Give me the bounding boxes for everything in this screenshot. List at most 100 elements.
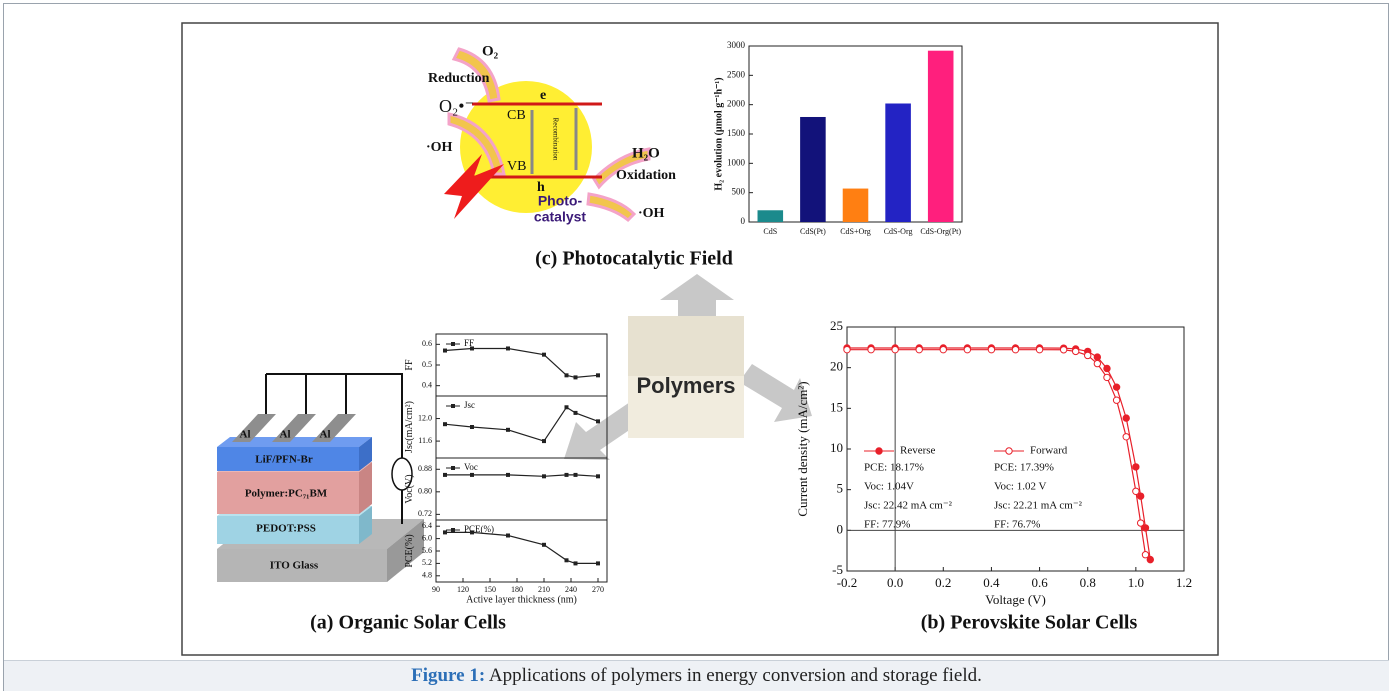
- y-tick-label: 5: [837, 481, 844, 496]
- y-axis-label: Voc(V): [404, 474, 415, 503]
- y-tick-label: 0.6: [422, 339, 432, 348]
- point: [506, 534, 510, 538]
- bar: [843, 189, 869, 222]
- bar: [885, 103, 911, 222]
- x-tick-label: 150: [484, 585, 496, 594]
- legend-label: Forward: [1030, 445, 1068, 457]
- label: Oxidation: [616, 168, 676, 183]
- point: [542, 439, 546, 443]
- x-tick-label: 0.6: [1031, 575, 1048, 590]
- legend-label: PCE(%): [464, 524, 494, 534]
- point: [565, 405, 569, 409]
- panel-label: (b) Perovskite Solar Cells: [921, 612, 1138, 634]
- bar: [928, 51, 954, 222]
- legend-marker: [876, 448, 882, 454]
- point: [506, 346, 510, 350]
- point: [443, 349, 447, 353]
- y-tick-label: 0: [741, 216, 746, 226]
- point: [892, 346, 898, 352]
- caption: Figure 1: Applications of polymers in en…: [4, 660, 1389, 691]
- x-tick-label: 120: [457, 585, 469, 594]
- y-tick-label: 5.2: [422, 558, 432, 567]
- x-tick-label: CdS-Org: [884, 227, 913, 236]
- point: [1072, 348, 1078, 354]
- bar: [800, 117, 826, 222]
- point: [1094, 354, 1100, 360]
- label: CB: [507, 108, 526, 123]
- y-axis-label: H₂ evolution (μmol g⁻¹h⁻¹): [714, 77, 725, 190]
- y-tick-label: 1000: [727, 157, 746, 167]
- point: [1123, 434, 1129, 440]
- center-label: Polymers: [636, 373, 735, 398]
- x-tick-label: CdS-Org(Pt): [920, 227, 961, 236]
- point: [596, 474, 600, 478]
- point: [1104, 374, 1110, 380]
- layer-label: Al: [320, 429, 331, 441]
- annotation: Voc: 1.04V: [864, 481, 914, 493]
- point: [574, 411, 578, 415]
- point: [1123, 415, 1129, 421]
- point: [443, 473, 447, 477]
- legend-marker: [451, 342, 455, 346]
- annotation: Voc: 1.02 V: [994, 481, 1047, 493]
- panel-label: (a) Organic Solar Cells: [310, 612, 506, 634]
- y-tick-label: 15: [830, 399, 843, 414]
- point: [574, 375, 578, 379]
- point: [506, 428, 510, 432]
- annotation: PCE: 18.17%: [864, 462, 924, 474]
- y-tick-label: 1500: [727, 128, 746, 138]
- point: [988, 346, 994, 352]
- point: [916, 346, 922, 352]
- legend-label: FF: [464, 338, 474, 348]
- y-tick-label: 0.5: [422, 360, 432, 369]
- point: [542, 543, 546, 547]
- x-tick-label: 0.0: [887, 575, 903, 590]
- point: [940, 346, 946, 352]
- y-axis-label: Jsc(mA/cm²): [404, 401, 415, 453]
- legend-label: Reverse: [900, 445, 936, 457]
- point: [565, 473, 569, 477]
- layer-label: Al: [280, 429, 291, 441]
- layer-label: Al: [240, 429, 251, 441]
- x-tick-label: 90: [432, 585, 440, 594]
- point: [565, 373, 569, 377]
- x-axis-label: Active layer thickness (nm): [466, 595, 577, 606]
- point: [596, 561, 600, 565]
- x-tick-label: 0.8: [1080, 575, 1096, 590]
- point: [1085, 352, 1091, 358]
- label: O₂: [482, 43, 499, 59]
- x-tick-label: CdS(Pt): [800, 227, 826, 236]
- point: [1133, 488, 1139, 494]
- y-tick-label: 3000: [727, 40, 746, 50]
- x-tick-label: 0.4: [983, 575, 1000, 590]
- label: catalyst: [534, 209, 586, 225]
- y-tick-label: 4.8: [422, 571, 432, 580]
- label: ·OH: [426, 140, 453, 155]
- y-tick-label: 0: [837, 521, 844, 536]
- caption-label: Figure 1:: [411, 665, 485, 686]
- x-tick-label: -0.2: [837, 575, 858, 590]
- y-tick-label: 500: [732, 187, 746, 197]
- frame: O₂ Reduction O₂•⁻ ·OH CB VB e h Recombin…: [3, 3, 1389, 691]
- x-tick-label: 270: [592, 585, 604, 594]
- x-tick-label: 1.2: [1176, 575, 1192, 590]
- annotation: PCE: 17.39%: [994, 462, 1054, 474]
- legend-marker: [451, 528, 455, 532]
- y-tick-label: 25: [830, 318, 843, 333]
- point: [844, 346, 850, 352]
- x-tick-label: 1.0: [1128, 575, 1144, 590]
- y-tick-label: 2500: [727, 69, 746, 79]
- point: [1094, 360, 1100, 366]
- legend-label: Voc: [464, 462, 478, 472]
- y-tick-label: 0.4: [422, 380, 432, 389]
- y-tick-label: 6.0: [422, 533, 432, 542]
- point: [574, 473, 578, 477]
- point: [1137, 520, 1143, 526]
- point: [1012, 346, 1018, 352]
- legend-marker: [451, 404, 455, 408]
- layer-label: LiF/PFN-Br: [255, 454, 313, 466]
- y-axis-label: PCE(%): [404, 534, 415, 567]
- legend-marker: [1006, 448, 1012, 454]
- point: [574, 561, 578, 565]
- x-tick-label: 0.2: [935, 575, 951, 590]
